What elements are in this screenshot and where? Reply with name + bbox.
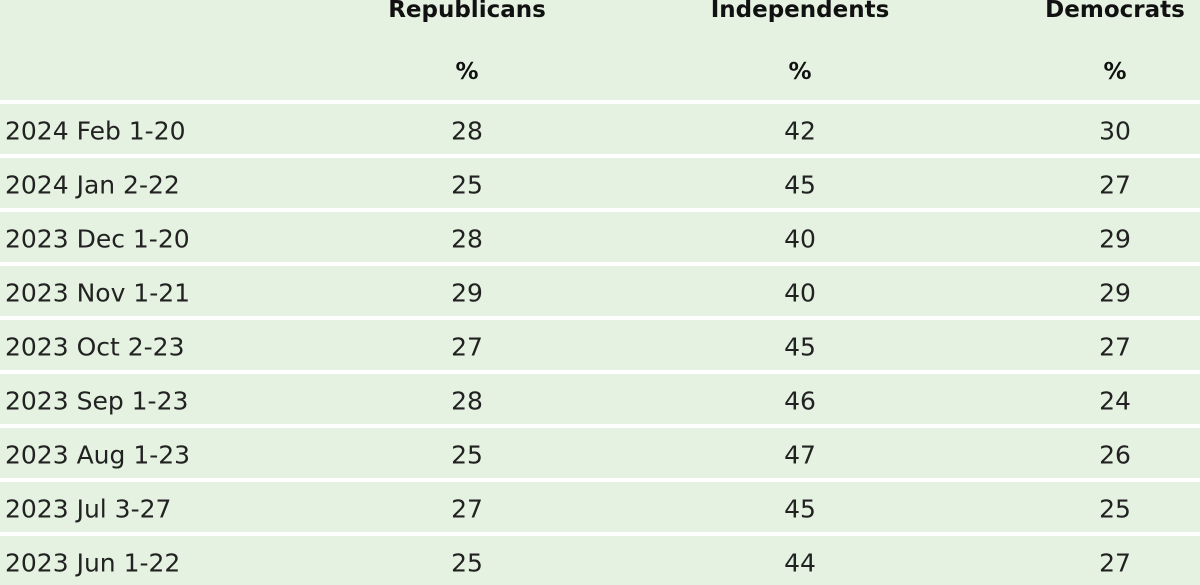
value-cell: 29 xyxy=(451,278,483,308)
row-label: 2023 Aug 1-23 xyxy=(5,440,191,470)
value-cell: 47 xyxy=(784,440,816,470)
row-band xyxy=(0,482,1200,532)
header-band xyxy=(0,0,1200,100)
value-cell: 26 xyxy=(1099,440,1131,470)
row-band xyxy=(0,212,1200,262)
row-label: 2023 Jun 1-22 xyxy=(5,548,181,578)
value-cell: 25 xyxy=(1099,494,1131,524)
row-label: 2024 Feb 1-20 xyxy=(5,116,186,146)
column-header: Independents xyxy=(710,0,890,23)
value-cell: 28 xyxy=(451,386,483,416)
value-cell: 40 xyxy=(784,278,816,308)
row-label: 2023 Dec 1-20 xyxy=(5,224,190,254)
row-band xyxy=(0,104,1200,154)
value-cell: 27 xyxy=(451,494,483,524)
row-band xyxy=(0,266,1200,316)
value-cell: 25 xyxy=(451,170,483,200)
value-cell: 25 xyxy=(451,440,483,470)
row-band xyxy=(0,320,1200,370)
value-cell: 40 xyxy=(784,224,816,254)
row-band xyxy=(0,536,1200,585)
value-cell: 24 xyxy=(1099,386,1131,416)
value-cell: 29 xyxy=(1099,278,1131,308)
value-cell: 28 xyxy=(451,116,483,146)
column-unit: % xyxy=(1103,59,1127,85)
row-label: 2023 Jul 3-27 xyxy=(5,494,172,524)
value-cell: 25 xyxy=(451,548,483,578)
row-band xyxy=(0,158,1200,208)
row-band xyxy=(0,374,1200,424)
value-cell: 45 xyxy=(784,494,816,524)
value-cell: 30 xyxy=(1099,116,1131,146)
column-unit: % xyxy=(455,59,479,85)
value-cell: 45 xyxy=(784,332,816,362)
value-cell: 27 xyxy=(451,332,483,362)
column-header: Democrats xyxy=(1045,0,1185,23)
value-cell: 27 xyxy=(1099,332,1131,362)
row-label: 2023 Nov 1-21 xyxy=(5,278,191,308)
value-cell: 29 xyxy=(1099,224,1131,254)
value-cell: 46 xyxy=(784,386,816,416)
value-cell: 42 xyxy=(784,116,816,146)
row-label: 2024 Jan 2-22 xyxy=(5,170,180,200)
row-label: 2023 Sep 1-23 xyxy=(5,386,189,416)
value-cell: 27 xyxy=(1099,548,1131,578)
value-cell: 45 xyxy=(784,170,816,200)
value-cell: 28 xyxy=(451,224,483,254)
row-band xyxy=(0,428,1200,478)
column-unit: % xyxy=(788,59,812,85)
value-cell: 44 xyxy=(784,548,816,578)
column-header: Republicans xyxy=(388,0,546,23)
row-label: 2023 Oct 2-23 xyxy=(5,332,185,362)
value-cell: 27 xyxy=(1099,170,1131,200)
